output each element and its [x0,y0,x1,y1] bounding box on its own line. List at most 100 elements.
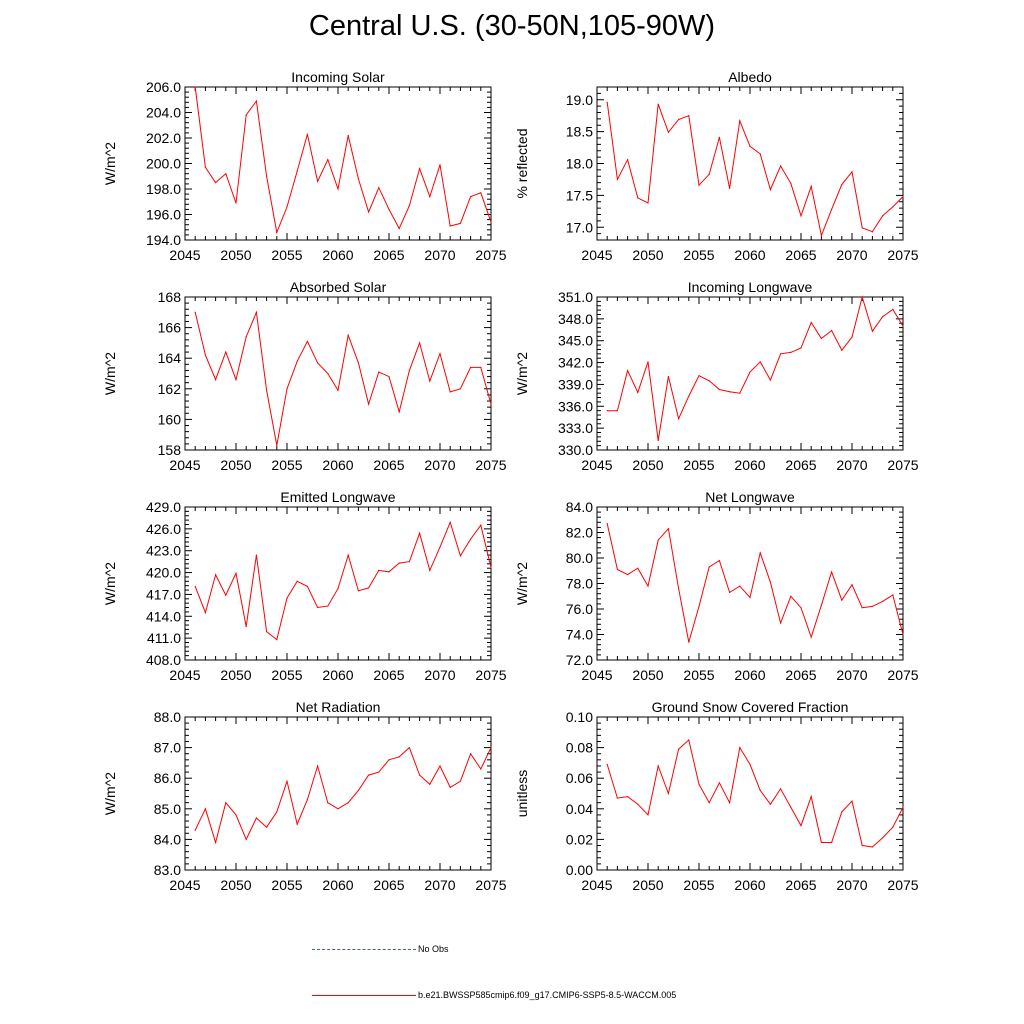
figure-title: Central U.S. (30-50N,105-90W) [308,10,716,42]
y-tick-label: 87.0 [154,740,181,756]
data-point [606,522,608,525]
x-tick-label: 2050 [220,457,251,473]
x-tick-label: 2075 [475,877,506,893]
panel-title: Emitted Longwave [280,489,395,505]
x-tick-label: 2060 [734,247,765,263]
data-point [831,329,833,332]
data-point [215,574,217,576]
data-point [759,153,761,155]
data-point [408,747,410,749]
data-point [657,439,659,442]
y-tick-label: 339.0 [558,376,593,392]
panel-3: Absorbed Solar W/m^2 2045 2050 2055 2060 2065 2… [102,279,507,473]
data-point [419,532,421,534]
data-point [759,361,761,363]
x-tick-label: 2050 [220,667,251,683]
y-tick-label: 0.02 [566,831,593,847]
data-point [820,234,823,237]
data-point [306,585,308,588]
x-tick-label: 2045 [581,877,612,893]
data-point [616,178,619,181]
data-point [698,375,700,377]
data-point [419,774,421,776]
panel-4: Incoming Longwave W/m^2 2045 2050 2055 2060 20… [514,279,919,473]
data-point [276,444,278,447]
panel-title: Albedo [728,69,772,85]
data-point [749,371,751,373]
series-line [606,102,904,238]
data-point [841,811,843,813]
y-axis-label: W/m^2 [102,562,118,605]
data-point [306,340,308,342]
data-point [388,375,390,378]
data-point [480,366,482,368]
x-tick-label: 2070 [836,457,867,473]
data-point [470,196,472,198]
data-point [729,187,731,189]
data-point [398,562,400,564]
data-point [627,795,629,798]
data-point [449,391,451,393]
data-point [408,369,410,372]
data-point [729,802,731,804]
y-axis-label: W/m^2 [102,142,118,185]
data-point [871,231,874,233]
data-point [882,837,884,839]
data-point [419,342,421,344]
data-point [398,227,400,230]
data-point [708,802,710,804]
y-tick-label: 82.0 [566,525,593,541]
data-point [296,580,298,582]
data-point [739,392,741,394]
x-tick-label: 2075 [475,667,506,683]
panel-1: Incoming Solar W/m^2 2045 2050 2055 2060 2065 2… [102,69,507,263]
data-point [276,811,278,813]
data-point [769,379,772,381]
data-point [306,133,308,135]
y-tick-label: 162 [158,381,182,397]
data-point [459,388,461,390]
x-tick-label: 2060 [322,247,353,263]
panel-title: Incoming Longwave [688,279,813,295]
data-point [698,184,700,186]
data-point [616,797,619,799]
data-point [851,171,853,173]
data-point [780,788,782,790]
data-point [820,604,823,606]
y-tick-label: 74.0 [566,627,593,643]
y-tick-label: 351.0 [558,289,593,305]
x-tick-label: 2055 [271,667,302,683]
data-point [647,814,649,816]
data-point [378,371,380,373]
data-point [637,391,639,394]
data-point [851,584,853,586]
data-point [439,546,441,548]
data-point [861,607,863,609]
x-tick-label: 2070 [836,667,867,683]
data-point [820,337,823,340]
data-point [820,841,823,844]
panel-title: Incoming Solar [291,69,385,85]
y-tick-label: 417.0 [146,586,181,602]
x-tick-label: 2055 [683,667,714,683]
data-point [357,178,359,180]
data-point [459,555,461,557]
data-point [215,182,217,184]
data-point [470,753,472,755]
data-point [347,802,349,804]
plot-frame [184,716,492,871]
y-axis-label: W/m^2 [514,562,530,605]
data-point [902,325,904,327]
data-point [429,569,431,571]
panel-title: Net Longwave [705,489,795,505]
y-tick-label: 414.0 [146,608,181,624]
data-point [841,183,843,186]
y-tick-label: 17.0 [566,219,593,235]
data-point [449,225,451,227]
data-point [810,321,812,324]
x-tick-label: 2055 [271,457,302,473]
data-point [892,594,894,596]
data-point [902,196,904,198]
y-tick-label: 333.0 [558,420,593,436]
data-point [729,591,731,594]
